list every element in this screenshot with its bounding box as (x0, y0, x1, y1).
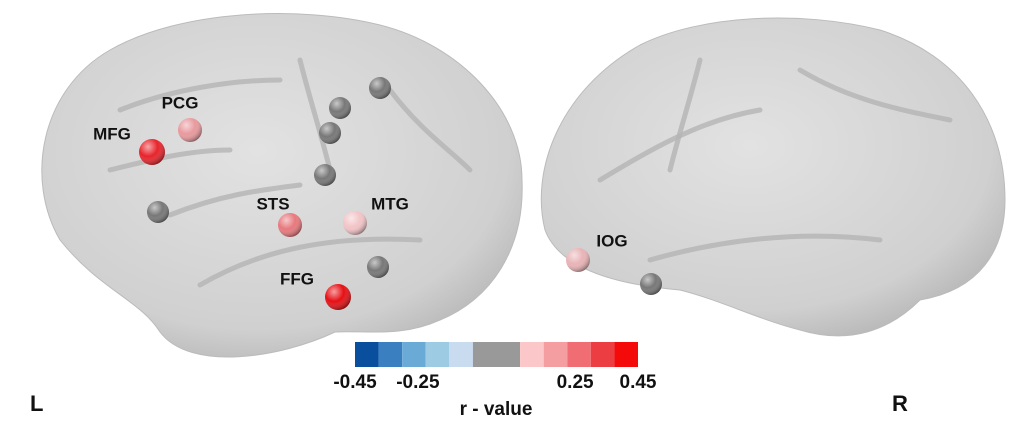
colorbar-tick-label: -0.45 (333, 372, 377, 393)
region-label: IOG (596, 231, 627, 250)
region-label: PCG (162, 93, 199, 112)
colorbar-cell (449, 342, 473, 367)
node-shade (278, 213, 302, 237)
colorbar-cell (520, 342, 544, 367)
node-shade (178, 118, 202, 142)
hemisphere-label: R (892, 391, 908, 416)
colorbar-title: r - value (460, 399, 533, 420)
colorbar-cell (472, 342, 521, 367)
node-shade (640, 273, 662, 295)
node-shade (566, 248, 590, 272)
node-shade (319, 122, 341, 144)
colorbar-cell (378, 342, 403, 367)
colorbar-cell (614, 342, 638, 367)
colorbar-tick-label: -0.25 (396, 372, 440, 393)
right-hemisphere (540, 17, 1006, 337)
unlabeled-nodes (147, 77, 662, 295)
hemisphere-label: L (30, 391, 43, 416)
node-shade (139, 139, 165, 165)
colorbar-cell (590, 342, 615, 367)
colorbar-tick-label: 0.45 (620, 372, 657, 393)
node-shade (343, 211, 367, 235)
node-shade (329, 97, 351, 119)
node-shade (147, 201, 169, 223)
colorbar-cell (567, 342, 591, 367)
colorbar-cell (355, 342, 379, 367)
region-label: FFG (280, 269, 314, 288)
node-shade (314, 164, 336, 186)
colorbar-cell (402, 342, 426, 367)
node-shade (325, 284, 351, 310)
region-label: MTG (371, 194, 409, 213)
colorbar-cell (543, 342, 568, 367)
region-label: STS (256, 194, 289, 213)
colorbar-tick-label: 0.25 (557, 372, 594, 393)
region-label: MFG (93, 124, 131, 143)
node-shade (369, 77, 391, 99)
node-shade (367, 256, 389, 278)
left-hemisphere (41, 13, 523, 358)
colorbar-cell (425, 342, 450, 367)
